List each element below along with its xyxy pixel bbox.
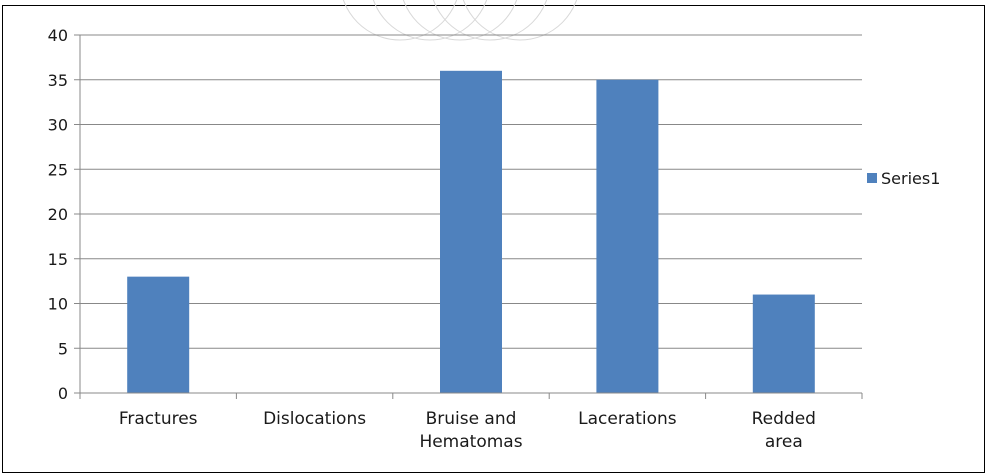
bars xyxy=(127,70,815,394)
legend: Series1 xyxy=(867,169,940,188)
x-category-label: Dislocations xyxy=(263,409,366,429)
bar xyxy=(440,70,502,394)
decorative-circle xyxy=(402,0,518,41)
x-category-label: Lacerations xyxy=(578,409,677,429)
y-tick-label: 5 xyxy=(58,339,68,358)
legend-label: Series1 xyxy=(881,169,940,188)
y-tick-label: 20 xyxy=(48,205,68,224)
bar xyxy=(596,79,659,393)
decorative-circle xyxy=(342,0,458,41)
y-tick-label: 0 xyxy=(58,384,68,403)
decorative-circle xyxy=(462,0,578,41)
y-tick-label: 15 xyxy=(48,250,68,269)
y-tick-label: 25 xyxy=(48,160,68,179)
y-tick-label: 30 xyxy=(48,116,68,135)
legend-swatch xyxy=(867,173,877,183)
bar xyxy=(752,294,815,393)
x-category-label: Fractures xyxy=(119,409,198,429)
x-category-label: Bruise and Hematomas xyxy=(419,409,522,452)
decorative-circle xyxy=(432,0,548,41)
decorative-circle xyxy=(372,0,488,41)
y-tick-label: 35 xyxy=(48,71,68,90)
x-category-label-line: Hematomas xyxy=(419,432,522,452)
x-category-label-line: Lacerations xyxy=(578,409,677,429)
y-tick-label: 10 xyxy=(48,295,68,314)
bar xyxy=(127,276,190,393)
y-tick-labels: 0 5 10 15 20 25 30 35 40 xyxy=(48,26,68,403)
y-tick-label: 40 xyxy=(48,26,68,45)
x-category-label-line: Fractures xyxy=(119,409,198,429)
x-category-label-line: Dislocations xyxy=(263,409,366,429)
decorative-background xyxy=(342,0,578,41)
x-category-label-line: area xyxy=(765,432,803,452)
x-category-label-line: Bruise and xyxy=(426,409,517,429)
x-category-labels: Fractures Dislocations Bruise and Hematomas… xyxy=(119,409,816,452)
axes xyxy=(79,35,863,399)
x-category-label-line: Redded xyxy=(752,409,816,429)
x-category-label: Redded area xyxy=(752,409,816,452)
